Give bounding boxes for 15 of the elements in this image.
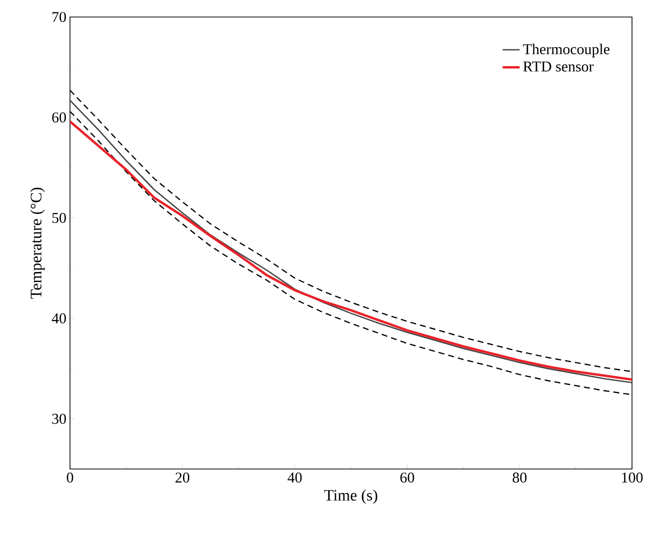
x-tick-label: 60 [400, 472, 414, 483]
x-tick-label: 80 [512, 472, 527, 483]
legend-label: RTD sensor [523, 62, 594, 72]
x-tick-label: 20 [176, 472, 190, 483]
x-tick-label: 40 [288, 472, 302, 483]
y-axis-title: Temperature (°C) [30, 188, 45, 299]
x-axis-title: Time (s) [324, 489, 378, 504]
y-tick-label: 30 [52, 414, 66, 424]
y-tick-label: 70 [52, 12, 66, 22]
x-tick-label: 0 [66, 472, 74, 483]
y-tick-label: 60 [52, 112, 66, 122]
x-tick-label: 100 [622, 472, 643, 483]
y-tick-label: 50 [52, 212, 66, 223]
legend-label: Thermocouple [523, 44, 610, 58]
y-tick-label: 40 [52, 313, 66, 324]
